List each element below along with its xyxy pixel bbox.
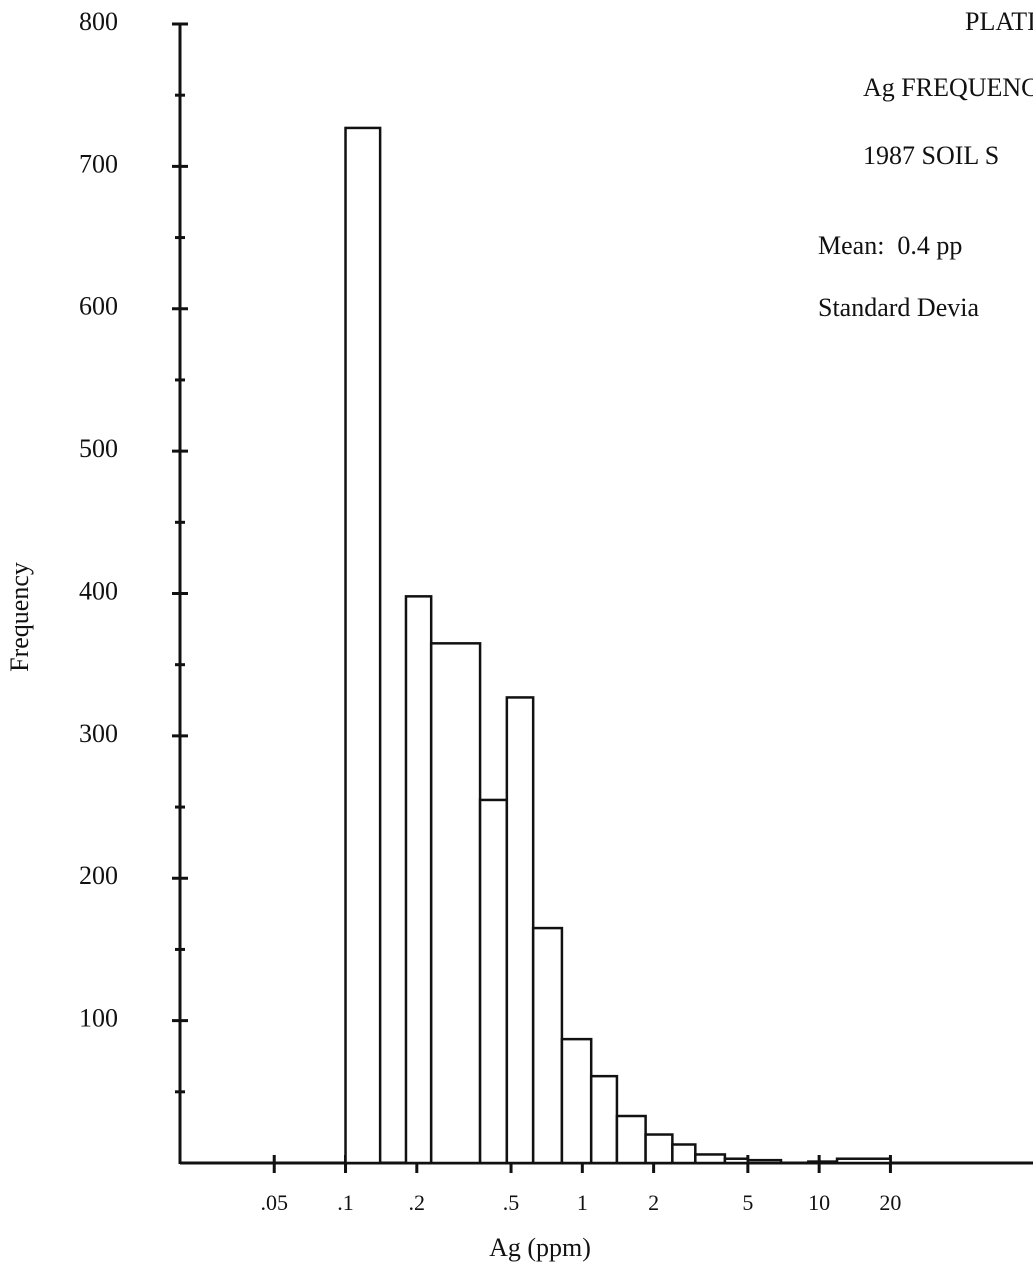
bar [671, 1143, 697, 1165]
bar [723, 1157, 750, 1165]
y-tick-label: 700 [79, 149, 118, 178]
y-axis-label: Frequency [5, 562, 34, 672]
y-tick-label: 200 [79, 861, 118, 890]
bar [505, 696, 535, 1165]
bar [478, 798, 509, 1165]
bar [531, 926, 564, 1165]
bar [835, 1157, 892, 1165]
bar [807, 1160, 839, 1165]
bar [615, 1114, 647, 1165]
bar [644, 1133, 674, 1165]
bar [404, 595, 433, 1165]
bar [694, 1153, 727, 1165]
bar [560, 1037, 593, 1165]
x-tick-label: .2 [409, 1190, 426, 1215]
x-tick-label: 20 [879, 1190, 901, 1215]
bar [746, 1158, 783, 1165]
y-tick-label: 600 [79, 292, 118, 321]
x-tick-label: 10 [808, 1190, 830, 1215]
bar [429, 642, 482, 1165]
x-tick-label: 5 [742, 1190, 753, 1215]
x-tick-label: 2 [648, 1190, 659, 1215]
bar [589, 1074, 619, 1165]
x-tick-label: 1 [577, 1190, 588, 1215]
bar [344, 126, 382, 1165]
y-tick-label: 400 [79, 576, 118, 605]
y-tick-label: 800 [79, 7, 118, 36]
stats-line: Mean: 0.4 pp [818, 231, 962, 260]
x-axis-label: Ag (ppm) [489, 1233, 591, 1262]
title-line: Ag FREQUENC [863, 73, 1033, 102]
title-line: 1987 SOIL S [863, 141, 999, 170]
title-line: PLATI [965, 7, 1033, 36]
x-tick-label: .1 [337, 1190, 354, 1215]
x-tick-label: .5 [503, 1190, 520, 1215]
x-tick-label: .05 [260, 1190, 288, 1215]
y-tick-label: 100 [79, 1004, 118, 1033]
y-tick-label: 500 [79, 434, 118, 463]
stats-line: Standard Devia [818, 293, 979, 322]
y-tick-label: 300 [79, 719, 118, 748]
